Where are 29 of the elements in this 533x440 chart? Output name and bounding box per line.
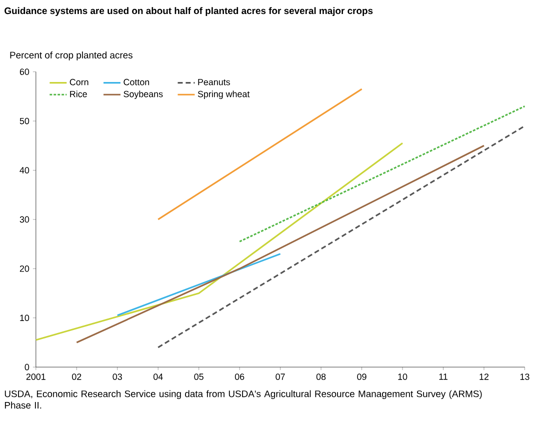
x-tick-label: 02 [72, 374, 82, 380]
x-tick-label: 11 [439, 374, 448, 380]
x-tick-label: 12 [480, 374, 488, 380]
legend-label: Spring wheat [198, 90, 250, 100]
legend-label: Corn [70, 78, 88, 86]
legend-label: Cotton [124, 78, 150, 86]
x-tick-label: 10 [398, 374, 408, 380]
y-tick-label: 50 [20, 118, 30, 124]
x-tick-label: 07 [276, 374, 285, 380]
text: USDA, Economic Research Service using data from USDA's Agricultural Resource Management Survey (ARMS) Phase II. [4, 390, 482, 409]
y-tick-label: 10 [20, 314, 30, 322]
x-tick-label: 06 [234, 374, 244, 380]
y-axis-title: Percent of crop planted acres [10, 52, 132, 60]
y-tick-label: 40 [20, 167, 30, 174]
legend-label: Rice [70, 90, 87, 98]
x-tick-label: 08 [316, 374, 326, 380]
x-tick-label: 13 [520, 374, 530, 380]
chart-title: Guidance systems are used on about half of planted acres for several major crops [4, 7, 373, 16]
y-tick-label: 20 [20, 266, 30, 272]
y-tick-label: 60 [20, 68, 30, 76]
x-tick-label: 05 [194, 374, 204, 380]
x-tick-label: 09 [357, 374, 366, 380]
legend-label: Peanuts [198, 79, 230, 86]
x-tick-label: 2001 [26, 374, 46, 380]
y-tick-label: 0 [24, 364, 30, 370]
legend-label: Soybeans [124, 90, 163, 100]
y-tick-label: 30 [20, 216, 30, 223]
x-tick-label: 04 [153, 374, 163, 380]
x-tick-label: 03 [112, 374, 122, 380]
